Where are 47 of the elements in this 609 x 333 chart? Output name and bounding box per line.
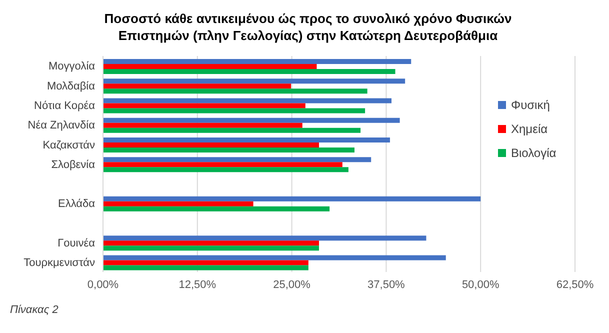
bar — [103, 58, 412, 64]
y-tick-label: Γουινέα — [58, 237, 96, 250]
bar — [103, 265, 308, 270]
x-tick-label: 25,00% — [273, 278, 311, 291]
bar — [103, 88, 368, 94]
x-tick-label: 0,00% — [87, 278, 119, 291]
y-tick-label: Μολδαβία — [46, 80, 96, 92]
bar — [103, 84, 292, 89]
bar — [103, 236, 426, 241]
text: Πίνακας 2 — [10, 304, 58, 316]
bar — [103, 201, 254, 206]
y-tick-label: Ελλάδα — [58, 198, 96, 210]
bar — [103, 246, 319, 251]
bar — [103, 240, 319, 246]
legend-label: Φυσική — [511, 98, 550, 112]
chart-title: Ποσοστό κάθε αντικειμένου ώς προς το συνολικό χρόνο Φυσικών Επιστημών (πλην Γεωλογίας) στην Κατώτερη Δευτεροβάθμια — [103, 10, 513, 44]
y-tick-label: Μογγολία — [48, 60, 96, 73]
x-tick-label: 62,50% — [556, 278, 594, 291]
bar — [103, 108, 366, 114]
legend-label: Βιολογία — [511, 146, 556, 160]
bar — [103, 260, 308, 266]
y-tick-label: Τουρκμενιστάν — [24, 257, 96, 270]
y-tick-label: Νέα Ζηλανδία — [28, 120, 96, 132]
bar — [103, 157, 372, 162]
bar — [103, 255, 446, 260]
bar — [103, 122, 302, 128]
bar — [103, 147, 354, 152]
bar — [103, 162, 342, 168]
bar — [103, 118, 400, 123]
legend-label: Χημεία — [511, 122, 548, 136]
bar — [103, 167, 348, 172]
bar — [103, 78, 406, 84]
bar — [103, 98, 392, 104]
x-tick-label: 12,50% — [178, 278, 216, 291]
bar — [103, 128, 361, 133]
bar — [103, 206, 330, 212]
bar — [103, 196, 481, 202]
bar — [103, 103, 306, 108]
bar — [103, 137, 390, 142]
y-tick-label: Σλοβενία — [51, 158, 96, 171]
bar — [103, 64, 317, 69]
y-tick-label: Νότια Κορέα — [34, 100, 96, 112]
bar — [103, 142, 319, 148]
x-tick-label: 37,50% — [368, 278, 406, 291]
x-tick-label: 50,00% — [462, 278, 500, 291]
y-tick-label: Καζακστάν — [42, 139, 96, 152]
bar — [103, 68, 396, 74]
